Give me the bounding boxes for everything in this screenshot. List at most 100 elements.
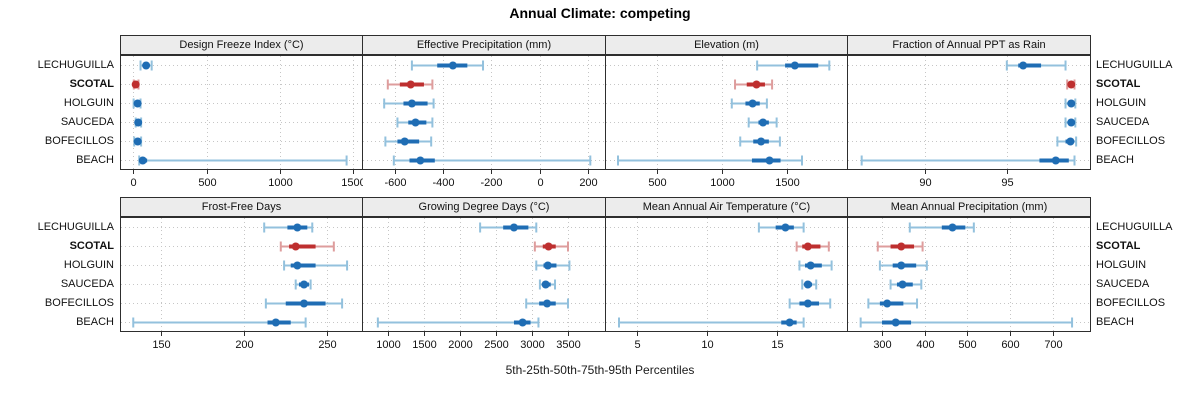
series-bofecillos [525,298,569,309]
row-label-right-scotal: SCOTAL [1096,239,1141,252]
panel-strip-mean-annual-air-temperature-c: Mean Annual Air Temperature (°C) [605,197,848,217]
series-sauceda [538,279,557,290]
row-label-left-lechuguilla: LECHUGUILLA [37,220,114,233]
series-sauceda [747,117,778,128]
median-dot [293,261,302,270]
row-label-left-scotal: SCOTAL [69,239,114,252]
axis-tick-label: 300 [873,339,891,351]
series-beach [617,317,805,328]
series-scotal [386,79,434,90]
axis-tick-label: -400 [432,177,454,189]
median-dot [133,99,142,108]
median-dot [400,137,409,146]
axis-tick-label: 400 [916,339,934,351]
median-dot [543,261,552,270]
series-bofecillos [133,136,143,147]
axis-tick-label: 1000 [268,177,292,189]
series-lechuguilla [139,60,153,71]
axis-tick-label: 1000 [376,339,400,351]
panel-strip-design-freeze-index-c: Design Freeze Index (°C) [120,35,363,55]
row-label-right-holguin: HOLGUIN [1096,96,1147,109]
panel-strip-fraction-of-annual-ppt-as-rain: Fraction of Annual PPT as Rain [847,35,1091,55]
row-label-left-holguin: HOLGUIN [63,258,114,271]
median-dot [448,61,457,70]
row-label-right-bofecillos: BOFECILLOS [1096,135,1166,148]
median-dot [1067,99,1076,108]
median-dot [509,223,518,232]
row-label-left-lechuguilla: LECHUGUILLA [37,58,114,71]
axis-tick-label: 200 [579,177,597,189]
axis-tick-label: -200 [480,177,502,189]
axis-tick-label: 90 [919,177,931,189]
series-lechuguilla [908,222,975,233]
median-dot [1067,80,1076,89]
median-dot [407,99,416,108]
series-beach [392,155,592,166]
row-label-right-scotal: SCOTAL [1096,77,1141,90]
panel-strip-mean-annual-precipitation-mm: Mean Annual Precipitation (mm) [847,197,1091,217]
series-beach [138,155,348,166]
axis-tick-label: 95 [1001,177,1013,189]
axis-tick-label: 15 [771,339,783,351]
series-holguin [132,98,142,109]
median-dot [138,156,147,165]
series-bofecillos [264,298,344,309]
median-dot [765,156,774,165]
row-label-right-beach: BEACH [1096,316,1134,329]
row-label-right-lechuguilla: LECHUGUILLA [1096,58,1173,71]
panel-plot-effective-precipitation-mm: -600 -400 -200 0 200 [362,55,606,189]
row-label-right-holguin: HOLGUIN [1096,258,1147,271]
median-dot [411,118,420,127]
median-dot [806,261,815,270]
series-scotal [533,241,569,252]
axis-tick-label: -600 [384,177,406,189]
panel-plot-mean-annual-air-temperature-c: 5 10 15 [605,217,848,351]
series-holguin [878,260,928,271]
panel-plot-fraction-of-annual-ppt-as-rain: 90 95 [847,55,1091,189]
median-dot [1019,61,1028,70]
panel-plot-frost-free-days: 150 200 250 [120,217,363,351]
series-beach [617,155,804,166]
series-scotal [1066,79,1076,90]
panel-strip-frost-free-days: Frost-Free Days [120,197,363,217]
axis-tick-label: 250 [318,339,336,351]
series-scotal [734,79,774,90]
axis-tick-label: 3500 [556,339,580,351]
median-dot [299,299,308,308]
panel-border [847,55,1091,170]
row-label-right-lechuguilla: LECHUGUILLA [1096,220,1173,233]
axis-tick-label: 500 [648,177,666,189]
panel-strip-effective-precipitation-mm: Effective Precipitation (mm) [362,35,606,55]
series-sauceda [1064,117,1077,128]
row-label-right-beach: BEACH [1096,154,1134,167]
series-lechuguilla [756,60,831,71]
series-sauceda [396,117,434,128]
median-dot [131,80,140,89]
series-bofecillos [1056,136,1078,147]
median-dot [518,318,527,327]
median-dot [757,137,766,146]
median-dot [416,156,425,165]
panel-plot-elevation-m: 500 1000 1500 [605,55,848,189]
median-dot [271,318,280,327]
axis-tick-label: 1000 [710,177,734,189]
series-scotal [131,79,140,90]
median-dot [897,261,906,270]
series-holguin [283,260,349,271]
series-bofecillos [384,136,433,147]
row-label-right-sauceda: SAUCEDA [1096,278,1150,291]
axis-tick-label: 200 [235,339,253,351]
median-dot [748,99,757,108]
axis-tick-label: 0 [537,177,543,189]
axis-tick-label: 700 [1044,339,1062,351]
median-dot [781,223,790,232]
median-dot [883,299,892,308]
row-label-right-sauceda: SAUCEDA [1096,116,1150,129]
series-sauceda [889,279,923,290]
row-label-left-bofecillos: BOFECILLOS [44,135,114,148]
median-dot [897,242,906,251]
median-dot [891,318,900,327]
series-holguin [535,260,571,271]
median-dot [291,242,300,251]
series-lechuguilla [757,222,805,233]
